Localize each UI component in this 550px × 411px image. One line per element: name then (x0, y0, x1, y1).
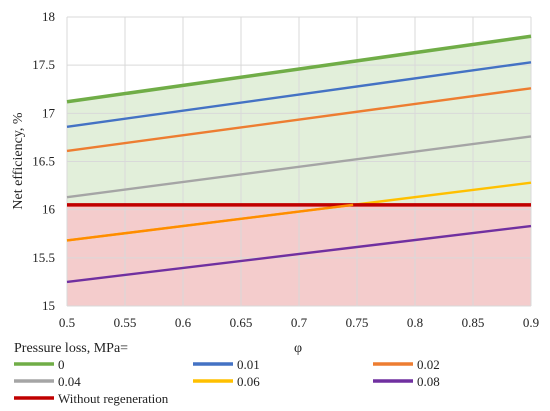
legend-label: 0.06 (237, 374, 260, 389)
x-tick-label: 0.85 (462, 315, 485, 330)
legend-title: Pressure loss, MPa= (14, 341, 128, 356)
series-line-0-08 (66, 224, 532, 284)
x-tick-labels: 0.5 0.55 0.6 0.65 0.7 0.75 0.8 0.85 0.9 (59, 315, 539, 330)
series-lines (66, 34, 532, 284)
x-tick-label: 0.8 (407, 315, 423, 330)
y-tick-label: 17 (42, 105, 56, 120)
series-line-0-04 (66, 135, 532, 199)
y-tick-label: 15.5 (32, 250, 55, 265)
x-tick-label: 0.6 (175, 315, 192, 330)
x-tick-label: 0.75 (346, 315, 369, 330)
series-line-segment-below-baseline (66, 203, 354, 242)
gridlines (66, 16, 532, 307)
legend-label: 0.01 (237, 357, 260, 372)
series-line-0-02 (66, 87, 532, 153)
y-tick-label: 18 (42, 9, 55, 24)
series-line-0 (66, 34, 532, 104)
x-tick-label: 0.9 (523, 315, 539, 330)
legend-label: 0.02 (417, 357, 440, 372)
legend-label: Without regeneration (58, 391, 169, 406)
x-tick-label: 0.7 (291, 315, 308, 330)
y-tick-label: 15 (42, 298, 55, 313)
x-axis-title: φ (294, 341, 302, 356)
y-tick-label: 16 (42, 202, 56, 217)
x-tick-label: 0.5 (59, 315, 75, 330)
y-tick-label: 17.5 (32, 57, 55, 72)
series-line-0-01 (66, 61, 532, 129)
legend: 0 0.01 0.02 0.04 0.06 0.08 Without regeneratio… (14, 357, 440, 406)
x-tick-label: 0.55 (114, 315, 137, 330)
y-axis-title: Net efficiency, % (11, 112, 26, 210)
legend-label: 0.08 (417, 374, 440, 389)
y-tick-labels: 15 15.5 16 16.5 17 17.5 18 (32, 9, 55, 313)
x-tick-label: 0.65 (230, 315, 253, 330)
legend-label: 0 (58, 357, 65, 372)
y-tick-label: 16.5 (32, 154, 55, 169)
legend-label: 0.04 (58, 374, 81, 389)
